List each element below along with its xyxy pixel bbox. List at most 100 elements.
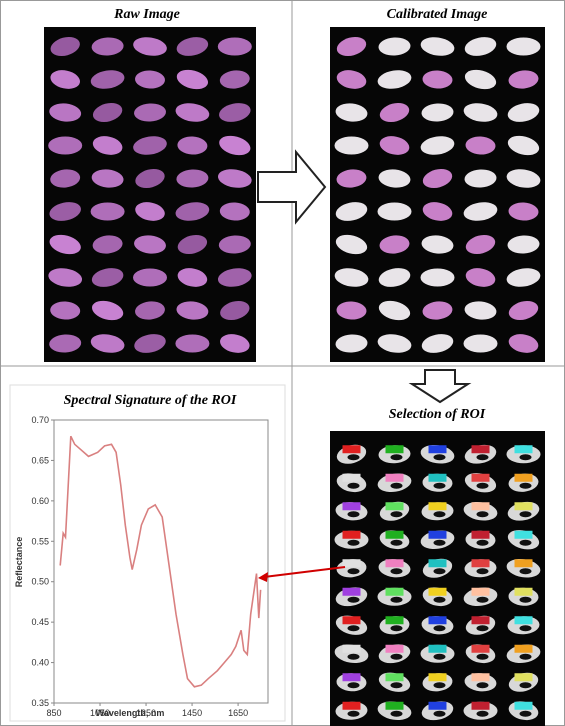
shadow <box>519 653 532 660</box>
roi-patch <box>471 445 490 454</box>
shadow <box>476 625 489 632</box>
shadow <box>390 653 403 660</box>
seed <box>219 70 250 89</box>
shadow <box>390 710 403 717</box>
shadow <box>347 511 360 518</box>
shadow <box>476 454 489 461</box>
seed <box>218 235 251 254</box>
shadow <box>519 568 532 575</box>
shadow <box>519 539 532 546</box>
x-tick-label: 1250 <box>136 708 156 718</box>
shadow <box>519 596 532 603</box>
seed <box>336 70 367 89</box>
seed <box>464 301 497 320</box>
seed <box>465 234 496 255</box>
roi-patch <box>428 530 447 539</box>
seed <box>420 37 455 56</box>
seed <box>135 168 165 189</box>
roi-patch <box>385 473 404 482</box>
seed <box>176 301 209 320</box>
shadow <box>347 653 360 660</box>
shadow <box>519 710 532 717</box>
roi-patch <box>514 502 533 511</box>
pointer <box>263 566 346 578</box>
shadow <box>390 568 403 575</box>
seed <box>506 169 541 188</box>
seed <box>377 334 412 353</box>
seed <box>379 102 410 123</box>
seed <box>219 135 251 156</box>
roi-patch <box>342 701 361 710</box>
panel-title: Selection of ROI <box>389 407 486 422</box>
seed <box>133 136 167 155</box>
shadow <box>433 482 446 489</box>
shadow <box>476 682 489 689</box>
spectrum-line <box>59 435 262 688</box>
seed <box>421 334 454 353</box>
x-tick-label: 1650 <box>228 708 248 718</box>
shadow <box>390 596 403 603</box>
seed <box>378 300 411 321</box>
roi-patch <box>514 445 533 454</box>
roi-patch <box>385 445 404 454</box>
y-tick-label: 0.55 <box>31 536 49 546</box>
seed <box>465 268 496 287</box>
shadow <box>347 596 360 603</box>
roi-patch <box>471 502 490 511</box>
roi-patch <box>471 701 490 710</box>
seed <box>422 70 453 89</box>
roi-patch <box>471 587 490 596</box>
seed <box>378 37 411 56</box>
seed <box>217 37 252 56</box>
y-tick-label: 0.50 <box>31 577 49 587</box>
roi-patch <box>428 701 447 710</box>
y-axis-label: Reflectance <box>14 537 24 588</box>
shadow <box>347 454 360 461</box>
roi-patch <box>514 559 533 568</box>
seed <box>90 70 125 89</box>
seed <box>50 70 80 89</box>
shadow <box>476 568 489 575</box>
seed <box>464 169 497 188</box>
seed <box>379 136 410 155</box>
roi-patch <box>385 530 404 539</box>
y-tick-label: 0.65 <box>31 455 49 465</box>
seed <box>92 235 123 254</box>
roi-patch <box>514 673 533 682</box>
roi-patch <box>342 502 361 511</box>
seed <box>135 301 165 320</box>
seed <box>377 202 412 221</box>
roi-patch <box>385 616 404 625</box>
roi-patch <box>471 616 490 625</box>
seed <box>217 268 252 287</box>
y-tick-label: 0.60 <box>31 496 49 506</box>
seed <box>335 202 368 221</box>
seed <box>420 136 455 155</box>
arrow <box>257 149 327 225</box>
seed <box>175 202 210 221</box>
shadow <box>476 710 489 717</box>
shadow <box>390 511 403 518</box>
roi-patch <box>471 473 490 482</box>
seed <box>92 102 123 123</box>
seed <box>220 300 250 321</box>
seed <box>334 268 369 287</box>
seed <box>422 168 453 189</box>
seed <box>422 202 453 221</box>
seed <box>463 334 498 353</box>
roi-patch <box>342 673 361 682</box>
seed <box>176 169 209 188</box>
seed <box>508 202 539 221</box>
seed <box>134 334 166 353</box>
shadow <box>476 511 489 518</box>
seed <box>49 103 82 122</box>
y-tick-label: 0.45 <box>31 617 49 627</box>
roi-patch <box>342 473 361 482</box>
y-tick-label: 0.40 <box>31 658 49 668</box>
arrow <box>408 369 472 404</box>
seed <box>176 69 209 90</box>
shadow <box>390 539 403 546</box>
seed <box>507 235 540 254</box>
seed <box>506 37 541 56</box>
